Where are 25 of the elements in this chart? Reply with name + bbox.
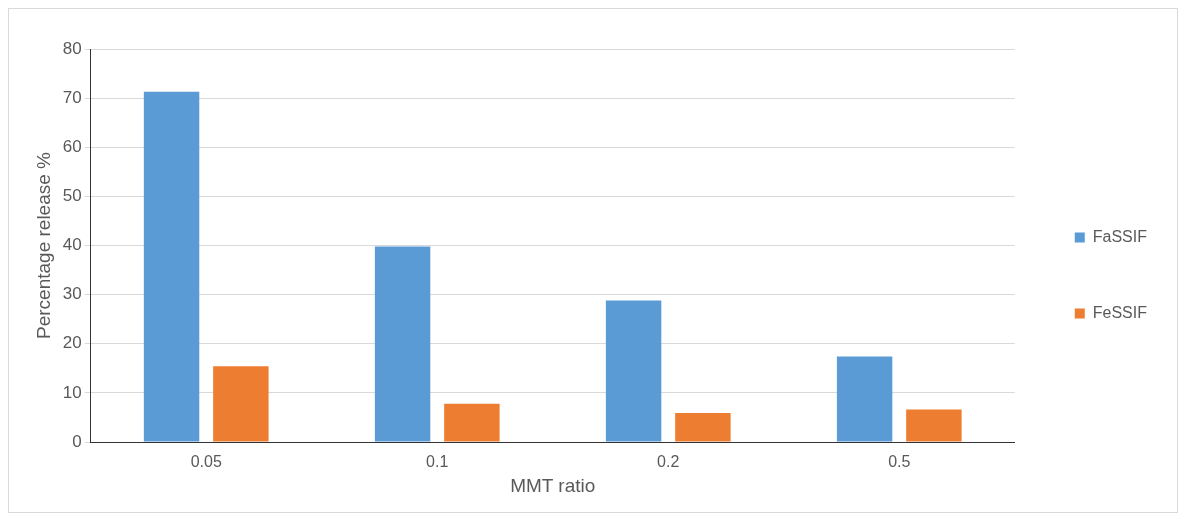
bar bbox=[143, 91, 200, 442]
x-tick-label: 0.1 bbox=[426, 453, 449, 471]
y-tick-label: 20 bbox=[62, 333, 82, 353]
y-tick-label: 60 bbox=[62, 136, 82, 156]
bar bbox=[836, 356, 893, 442]
x-tick-label: 0.5 bbox=[888, 453, 911, 471]
x-tick-label: 0.05 bbox=[190, 453, 222, 471]
legend-label: FaSSIF bbox=[1092, 227, 1148, 245]
y-axis-title: Percentage release % bbox=[32, 151, 54, 339]
y-tick-label: 0 bbox=[72, 431, 82, 451]
y-tick-label: 80 bbox=[62, 38, 82, 58]
x-tick-label: 0.2 bbox=[657, 453, 680, 471]
bar bbox=[906, 409, 962, 442]
bar bbox=[213, 366, 269, 442]
y-tick-label: 50 bbox=[62, 186, 82, 206]
x-axis-title: MMT ratio bbox=[510, 474, 596, 496]
bar bbox=[444, 403, 500, 442]
legend-label: FeSSIF bbox=[1092, 303, 1148, 321]
y-tick-label: 70 bbox=[62, 87, 82, 107]
bar bbox=[605, 300, 662, 442]
y-tick-label: 10 bbox=[62, 382, 82, 402]
y-tick-label: 40 bbox=[62, 235, 82, 255]
bar bbox=[374, 246, 431, 442]
bar bbox=[675, 413, 731, 442]
y-tick-label: 30 bbox=[62, 284, 82, 304]
